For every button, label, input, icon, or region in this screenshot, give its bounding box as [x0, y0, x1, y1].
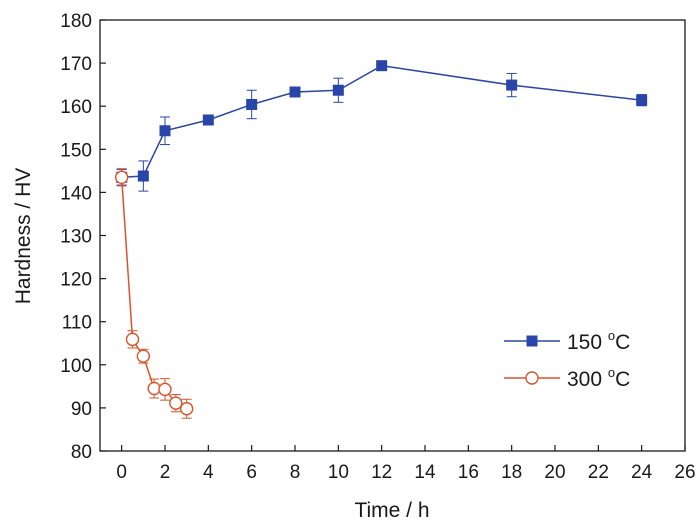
- x-tick-label: 8: [290, 462, 301, 483]
- legend-label-150c: 150 oC: [567, 328, 630, 354]
- legend-marker-150c: [526, 335, 538, 347]
- series-line-300c: [120, 177, 188, 410]
- legend-item-300c: 300 oC: [504, 365, 630, 391]
- x-tick-label: 12: [371, 462, 392, 483]
- legend-item-150c: 150 oC: [504, 328, 630, 354]
- data-point: [169, 396, 183, 410]
- y-tick-label: 140: [60, 183, 92, 204]
- x-tick-label: 0: [116, 462, 127, 483]
- y-tick-label: 130: [60, 227, 92, 248]
- x-tick-label: 20: [544, 462, 565, 483]
- y-tick-label: 150: [60, 140, 92, 161]
- data-point: [202, 114, 214, 126]
- data-point: [289, 86, 301, 98]
- data-point: [159, 125, 171, 137]
- series-line-150c: [121, 64, 642, 179]
- y-tick-label: 170: [60, 54, 92, 75]
- y-tick-label: 160: [60, 97, 92, 118]
- series-150c: [116, 60, 648, 192]
- data-point: [332, 84, 344, 96]
- data-point: [376, 60, 388, 72]
- data-point: [125, 332, 140, 347]
- data-point: [158, 382, 172, 397]
- data-point: [136, 349, 151, 363]
- x-tick-label: 16: [458, 462, 479, 483]
- series-300c: [114, 168, 194, 419]
- data-point: [114, 170, 129, 185]
- data-point: [506, 79, 518, 91]
- x-tick-label: 24: [631, 462, 653, 483]
- legend-marker-300c: [525, 371, 539, 385]
- x-tick-label: 14: [414, 462, 436, 483]
- x-tick-label: 6: [246, 462, 257, 483]
- x-tick-label: 18: [501, 462, 522, 483]
- y-tick-label: 180: [60, 11, 92, 32]
- data-point: [179, 402, 194, 416]
- y-tick-label: 110: [62, 313, 92, 334]
- y-tick-label: 100: [60, 356, 92, 377]
- x-tick-label: 22: [588, 462, 609, 483]
- x-axis-title: Time / h: [354, 499, 429, 522]
- x-tick-label: 10: [328, 462, 349, 483]
- y-tick-label: 120: [60, 270, 92, 291]
- legend-label-300c: 300 oC: [567, 365, 630, 391]
- axis-ticks: 0 2 4 6 8 10 12 14 16 18 20 22 24 2680901001101201301…: [60, 11, 695, 483]
- x-tick-label: 26: [674, 462, 695, 483]
- y-tick-label: 80: [71, 442, 92, 463]
- legend: 150 oC 300 oC: [504, 328, 630, 391]
- y-tick-label: 90: [71, 399, 92, 420]
- data-point: [137, 170, 149, 182]
- y-axis-title: Hardness / HV: [12, 168, 35, 305]
- x-tick-label: 4: [203, 462, 214, 483]
- data-point: [636, 94, 648, 106]
- series-layer: [114, 60, 648, 419]
- data-point: [246, 98, 258, 110]
- x-tick-label: 2: [160, 462, 171, 483]
